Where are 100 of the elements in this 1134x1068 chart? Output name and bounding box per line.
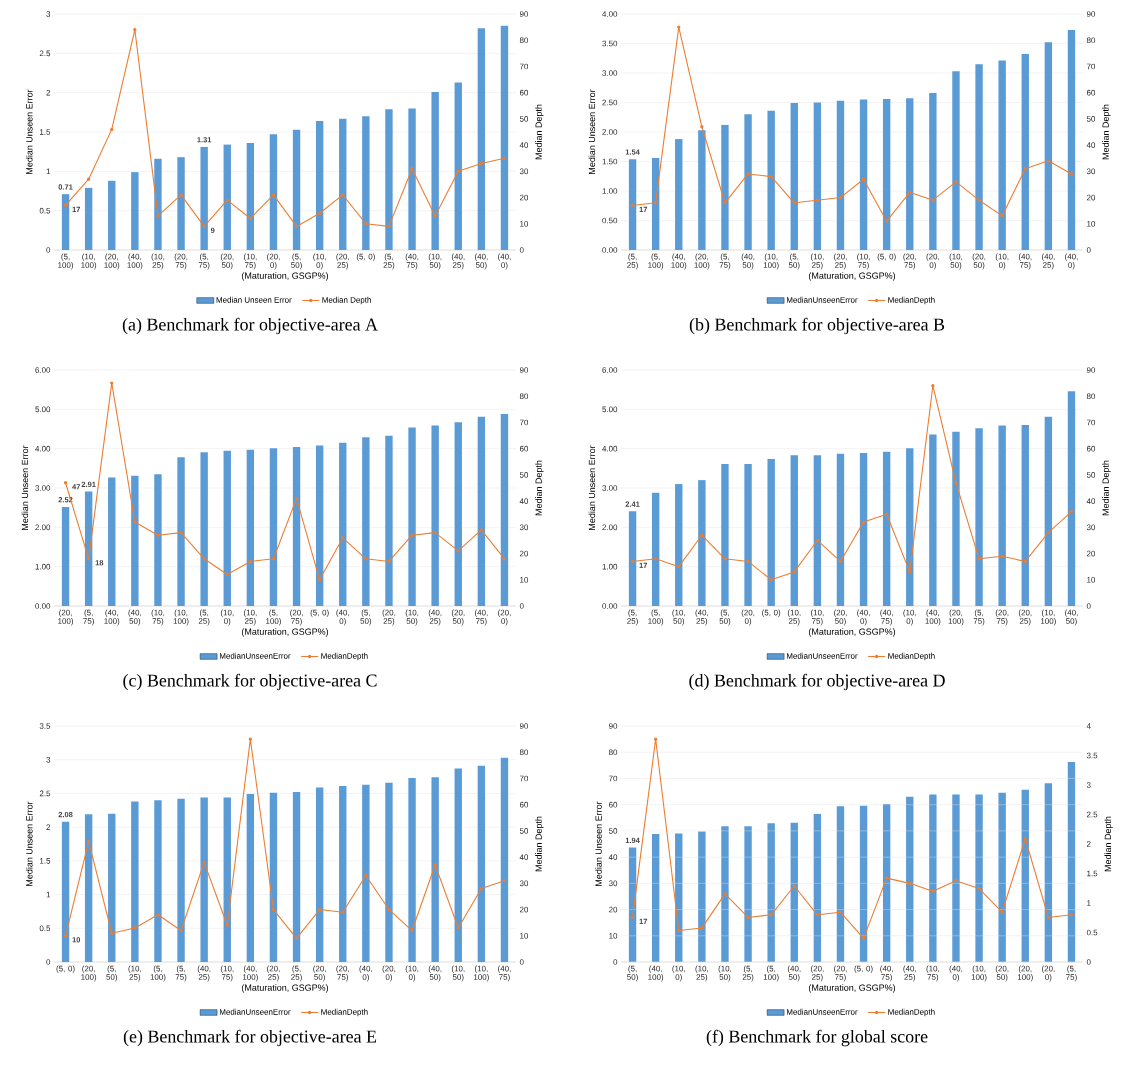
point	[479, 161, 483, 166]
bar	[454, 768, 462, 963]
point	[502, 156, 507, 160]
bar	[246, 794, 255, 963]
point	[179, 928, 183, 933]
y-axis-title: Median Unseen Error	[21, 445, 29, 530]
point	[225, 198, 229, 202]
y2-axis-title: Median Depth	[1102, 104, 1111, 160]
bar	[698, 831, 706, 963]
bar	[177, 457, 185, 607]
point	[364, 557, 368, 561]
point	[861, 177, 866, 181]
point	[1069, 172, 1074, 176]
point	[1069, 913, 1074, 917]
bar	[431, 777, 439, 963]
bar	[952, 794, 960, 963]
bar	[998, 792, 1006, 963]
point	[1000, 910, 1004, 914]
point	[885, 512, 889, 516]
bar	[975, 428, 983, 607]
bar	[998, 425, 1006, 607]
y-axis-title: Median Unseen Error	[588, 89, 596, 174]
point	[364, 873, 368, 878]
bar	[698, 130, 706, 250]
x-axis-title: (Maturation, GSGP%)	[808, 628, 896, 637]
bar	[1021, 425, 1029, 607]
point	[271, 193, 276, 197]
point	[502, 557, 507, 561]
bar	[859, 453, 868, 607]
point	[479, 886, 483, 891]
point	[700, 926, 704, 930]
bar	[84, 187, 93, 250]
point	[202, 224, 206, 229]
point	[931, 198, 935, 202]
point	[156, 214, 160, 218]
point	[318, 907, 322, 912]
bar	[292, 129, 301, 250]
point	[1046, 530, 1051, 535]
bar	[500, 757, 509, 963]
point	[1046, 915, 1051, 920]
bar	[200, 146, 208, 250]
bar	[1067, 762, 1076, 963]
bar	[882, 451, 891, 607]
bar	[628, 511, 637, 607]
bar	[131, 172, 139, 250]
point	[387, 224, 391, 229]
bar	[929, 434, 937, 607]
bar	[500, 25, 509, 250]
point	[248, 559, 252, 564]
bar	[108, 813, 116, 963]
point	[410, 533, 414, 537]
point	[318, 211, 322, 215]
point	[179, 193, 183, 197]
bar	[292, 447, 301, 607]
bar	[408, 777, 416, 963]
bar	[177, 157, 185, 250]
point	[410, 167, 414, 171]
bar	[929, 93, 937, 250]
bar	[339, 442, 347, 607]
bar	[500, 414, 509, 607]
point	[815, 198, 820, 202]
point	[654, 737, 658, 741]
point	[1069, 509, 1074, 514]
point	[248, 737, 252, 741]
point	[202, 557, 206, 561]
bar	[906, 98, 914, 250]
bar	[1067, 391, 1076, 607]
bar	[108, 180, 116, 250]
text: (a) Benchmark for objective-area A	[122, 317, 378, 335]
bar	[477, 28, 486, 250]
point	[931, 889, 935, 893]
bar	[1021, 789, 1029, 963]
point	[433, 214, 437, 218]
bar	[246, 143, 255, 250]
bar	[628, 159, 637, 250]
point	[156, 913, 160, 917]
point	[630, 915, 635, 920]
point	[654, 201, 658, 205]
point	[677, 928, 681, 933]
point	[654, 557, 658, 561]
point	[677, 565, 681, 569]
bar	[61, 194, 70, 250]
point	[225, 572, 229, 577]
bar	[223, 797, 231, 963]
bar	[362, 437, 370, 607]
point	[769, 174, 773, 179]
point	[792, 201, 796, 205]
text: (b) Benchmark for objective-area B	[689, 317, 945, 335]
bar	[315, 120, 324, 250]
point	[1000, 554, 1004, 558]
point	[908, 190, 912, 194]
point	[87, 839, 91, 844]
bar	[813, 455, 822, 607]
point	[838, 910, 843, 914]
point	[456, 549, 460, 553]
bar	[108, 477, 116, 607]
bar	[906, 796, 914, 963]
point	[294, 936, 299, 941]
bar	[675, 139, 683, 250]
bar	[246, 449, 255, 607]
